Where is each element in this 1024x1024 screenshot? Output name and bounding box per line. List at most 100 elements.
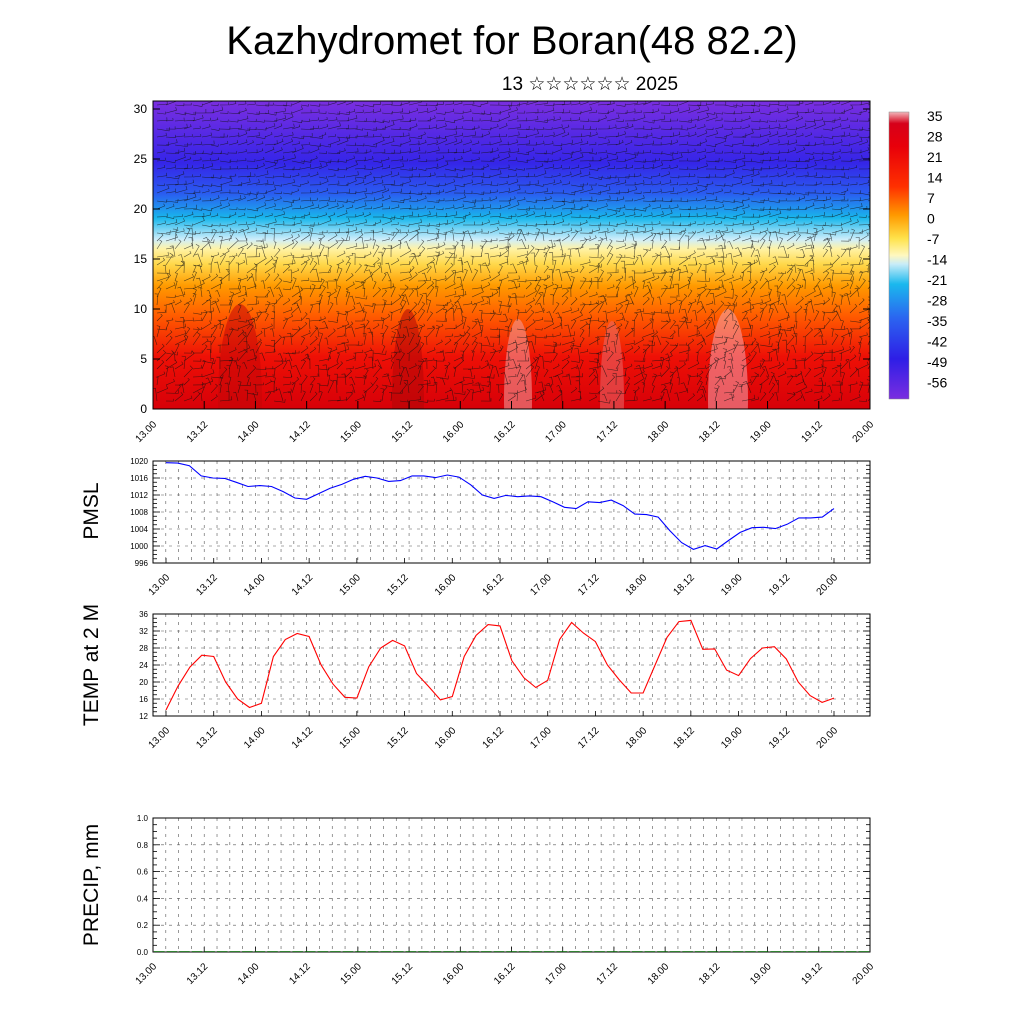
heatmap-x-tick-label: 17.12 [595, 419, 621, 445]
panel-frame [152, 460, 871, 564]
colorbar-label: -49 [927, 354, 947, 370]
y-tick-label: 1016 [130, 474, 148, 483]
heatmap-y-tick-label: 25 [134, 152, 148, 166]
y-tick-label: 0.0 [137, 948, 149, 957]
heatmap-panel: 0 5 10 15 20 25 30 13.00 13.12 14.00 14.12 15.00 15… [134, 100, 876, 445]
precip-bar [808, 951, 819, 952]
heatmap-x-tick-label: 14.00 [236, 419, 262, 445]
page-title: Kazhydromet for Boran(48 82.2) [226, 19, 798, 63]
pmsl-series-line [165, 462, 835, 550]
colorbar-label: 14 [927, 170, 943, 186]
precip-bar [669, 951, 681, 952]
precip-bar [468, 951, 480, 952]
y-axis-title: TEMP at 2 M [80, 604, 103, 726]
page-subtitle: 13 ☆☆☆☆☆☆ 2025 [501, 74, 679, 95]
y-tick-label: 24 [139, 661, 148, 670]
heatmap-warm-blobs [218, 304, 748, 409]
precip-bar [543, 951, 555, 952]
heatmap-x-tick-label: 14.12 [287, 419, 313, 445]
colorbar-label: -21 [927, 272, 947, 288]
x-tick-label: 19.12 [767, 725, 793, 751]
x-tick-label: 14.12 [290, 572, 316, 598]
temp-panel: 12 16 20 24 28 32 36 TEMP at 2 M 13.00 13.12 14.00… [80, 604, 871, 751]
precip-bar [619, 951, 630, 952]
heatmap-x-tick-label: 15.12 [390, 419, 416, 445]
x-tick-label: 18.12 [697, 961, 723, 987]
x-tick-label: 19.00 [719, 572, 745, 598]
x-tick-label: 13.12 [194, 572, 220, 598]
x-tick-label: 18.00 [646, 961, 672, 987]
precip-bar [531, 951, 542, 952]
x-tick-label: 14.00 [242, 572, 268, 598]
x-tick-label: 16.00 [433, 572, 459, 598]
y-tick-label: 996 [135, 559, 149, 568]
precip-bar [720, 951, 731, 952]
heatmap-y-tick-label: 10 [134, 302, 148, 316]
precip-bar [707, 951, 719, 952]
x-tick-label: 16.12 [481, 572, 507, 598]
precip-bar [342, 951, 354, 952]
heatmap-x-tick-label: 16.12 [492, 419, 518, 445]
precip-bar [732, 951, 744, 952]
precip-bar [405, 951, 417, 952]
y-axis-title: PRECIP, mm [80, 824, 103, 946]
x-tick-label: 20.00 [815, 572, 841, 598]
x-tick-label: 15.12 [390, 961, 416, 987]
precip-bar [317, 951, 329, 952]
precip-bar [267, 951, 278, 952]
x-tick-label: 15.00 [338, 725, 364, 751]
y-tick-label: 1008 [130, 508, 148, 517]
precip-bar [782, 951, 794, 952]
y-axis-title: PMSL [80, 482, 103, 539]
precip-bar [820, 951, 832, 952]
y-tick-label: 16 [139, 695, 148, 704]
colorbar-label: -56 [927, 375, 947, 391]
colorbar-ramp [888, 111, 910, 400]
y-tick-label: 0.6 [137, 868, 149, 877]
heatmap-x-tick-label: 19.12 [799, 419, 825, 445]
colorbar-label: -42 [927, 334, 947, 350]
y-tick-label: 0.8 [137, 841, 149, 850]
precip-bar [606, 951, 618, 952]
pmsl-panel: 996 1000 1004 1008 1012 1016 1020 PMSL 13.00 13.1… [80, 457, 871, 598]
precip-bar [430, 951, 442, 952]
heatmap-x-tick-label: 17.00 [543, 419, 569, 445]
x-tick-label: 17.12 [595, 961, 621, 987]
x-tick-label: 16.12 [481, 725, 507, 751]
x-tick-label: 13.00 [147, 725, 173, 751]
heatmap-x-tick-label: 18.12 [697, 419, 723, 445]
precip-bar [770, 951, 781, 952]
x-tick-label: 13.12 [194, 725, 220, 751]
precip-bar [556, 951, 568, 952]
heatmap-x-tick-label: 13.00 [134, 419, 160, 445]
precip-bar [657, 951, 668, 952]
precip-bar [380, 951, 391, 952]
x-tick-label: 16.00 [433, 725, 459, 751]
x-tick-label: 14.12 [287, 961, 313, 987]
y-tick-label: 36 [139, 610, 148, 619]
heatmap-x-tick-label: 19.00 [748, 419, 774, 445]
precip-bar [858, 951, 869, 952]
x-tick-label: 15.12 [385, 725, 411, 751]
colorbar-label: -28 [927, 293, 947, 309]
heatmap-x-tick-label: 16.00 [441, 419, 467, 445]
precip-bar [518, 951, 530, 952]
x-tick-label: 17.12 [576, 572, 602, 598]
wind-barb-field [153, 101, 870, 404]
heatmap-y-tick-label: 20 [134, 202, 148, 216]
y-tick-label: 1012 [130, 491, 148, 500]
wind-barbs [153, 101, 870, 404]
x-tick-label: 20.00 [851, 961, 877, 987]
x-tick-label: 18.12 [672, 725, 698, 751]
heatmap-y-tick-label: 30 [134, 102, 148, 116]
precip-bar [304, 951, 316, 952]
colorbar-label: 0 [927, 211, 935, 227]
x-tick-label: 16.12 [492, 961, 518, 987]
x-tick-label: 14.00 [242, 725, 268, 751]
x-tick-label: 19.12 [767, 572, 793, 598]
heatmap-x-tick-label: 15.00 [339, 419, 365, 445]
precip-bar [644, 951, 656, 952]
precip-bar [204, 951, 215, 952]
y-tick-label: 20 [139, 678, 148, 687]
x-tick-label: 15.12 [385, 572, 411, 598]
